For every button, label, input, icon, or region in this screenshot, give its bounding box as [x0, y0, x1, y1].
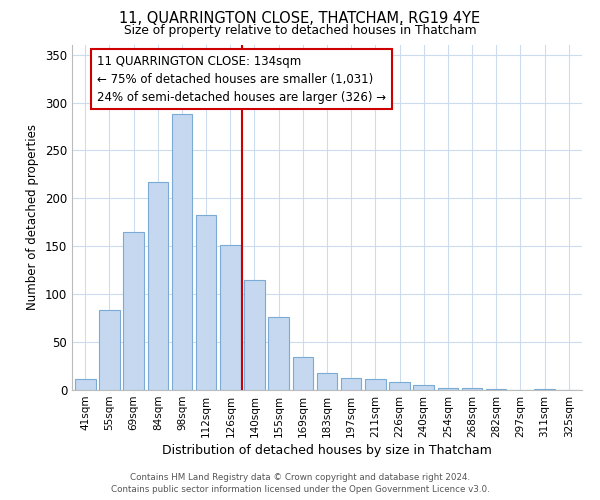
Bar: [462, 388, 482, 390]
Bar: [341, 378, 361, 390]
Bar: [534, 389, 555, 390]
X-axis label: Distribution of detached houses by size in Thatcham: Distribution of detached houses by size …: [162, 444, 492, 457]
Bar: [172, 114, 192, 390]
Bar: [196, 214, 217, 390]
Bar: [365, 380, 386, 390]
Bar: [389, 382, 410, 390]
Bar: [220, 246, 241, 390]
Bar: [293, 358, 313, 390]
Text: 11 QUARRINGTON CLOSE: 134sqm
← 75% of detached houses are smaller (1,031)
24% of: 11 QUARRINGTON CLOSE: 134sqm ← 75% of de…: [97, 54, 386, 104]
Bar: [268, 317, 289, 390]
Bar: [99, 310, 120, 390]
Bar: [437, 388, 458, 390]
Bar: [413, 385, 434, 390]
Bar: [486, 389, 506, 390]
Y-axis label: Number of detached properties: Number of detached properties: [26, 124, 40, 310]
Text: 11, QUARRINGTON CLOSE, THATCHAM, RG19 4YE: 11, QUARRINGTON CLOSE, THATCHAM, RG19 4Y…: [119, 11, 481, 26]
Bar: [148, 182, 168, 390]
Bar: [244, 280, 265, 390]
Bar: [317, 373, 337, 390]
Bar: [75, 380, 95, 390]
Text: Size of property relative to detached houses in Thatcham: Size of property relative to detached ho…: [124, 24, 476, 37]
Bar: [124, 232, 144, 390]
Text: Contains HM Land Registry data © Crown copyright and database right 2024.
Contai: Contains HM Land Registry data © Crown c…: [110, 472, 490, 494]
